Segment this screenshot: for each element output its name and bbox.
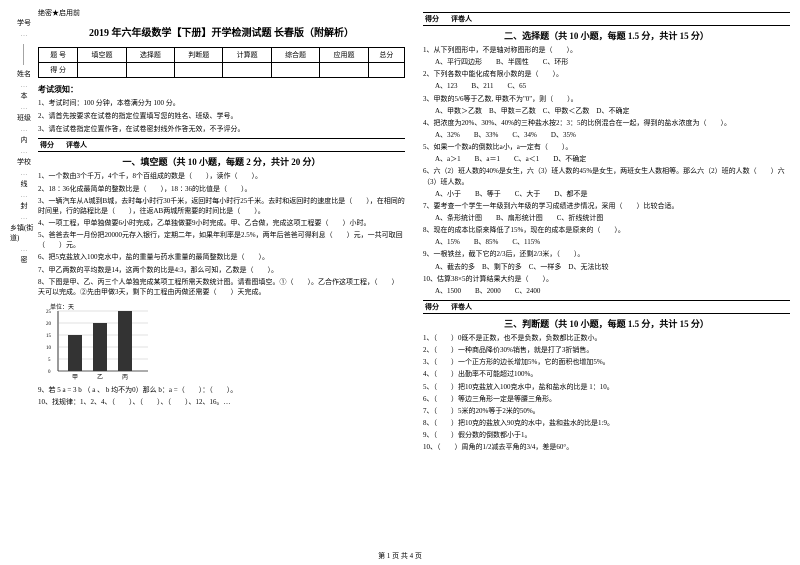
page-footer: 第 1 页 共 4 页 (0, 551, 800, 561)
bar-bing (118, 311, 132, 371)
svg-text:20: 20 (46, 322, 52, 327)
bar-yi (93, 323, 107, 371)
scorer-bar-2: 得分 评卷人 (423, 12, 790, 26)
bar-jia (68, 335, 82, 371)
svg-text:25: 25 (46, 310, 52, 315)
bar-chart: 单位：天 0 5 10 15 20 25 甲 乙 (38, 301, 158, 381)
svg-text:丙: 丙 (122, 374, 128, 381)
section2-title: 二、选择题（共 10 小题，每题 1.5 分，共计 15 分） (423, 29, 790, 42)
confidential-label: 绝密★启用前 (38, 8, 405, 18)
svg-text:10: 10 (46, 346, 52, 351)
binding-margin: 学号 … ——— 姓名 … 本 … 班级 … 内 … 学校 … 线 … 封 … … (10, 8, 38, 454)
exam-title: 2019 年六年级数学【下册】开学检测试题 长春版（附解析） (38, 24, 405, 39)
score-table: 题 号 填空题 选择题 判断题 计算题 综合题 应用题 总分 得 分 (38, 47, 405, 78)
svg-text:0: 0 (48, 370, 51, 375)
notice-heading: 考试须知： (38, 84, 405, 95)
scorer-bar-3: 得分 评卷人 (423, 300, 790, 314)
svg-text:5: 5 (48, 358, 51, 363)
chart-ylabel: 单位：天 (50, 303, 74, 311)
svg-text:15: 15 (46, 334, 52, 339)
svg-text:乙: 乙 (97, 374, 103, 381)
section3-title: 三、判断题（共 10 小题，每题 1.5 分，共计 15 分） (423, 317, 790, 330)
section1-title: 一、填空题（共 10 小题，每题 2 分，共计 20 分） (38, 155, 405, 168)
right-column: 得分 评卷人 二、选择题（共 10 小题，每题 1.5 分，共计 15 分） 1… (423, 8, 790, 454)
scorer-bar-1: 得分 评卷人 (38, 138, 405, 152)
left-column: 绝密★启用前 2019 年六年级数学【下册】开学检测试题 长春版（附解析） 题 … (38, 8, 405, 454)
svg-text:甲: 甲 (72, 374, 78, 381)
